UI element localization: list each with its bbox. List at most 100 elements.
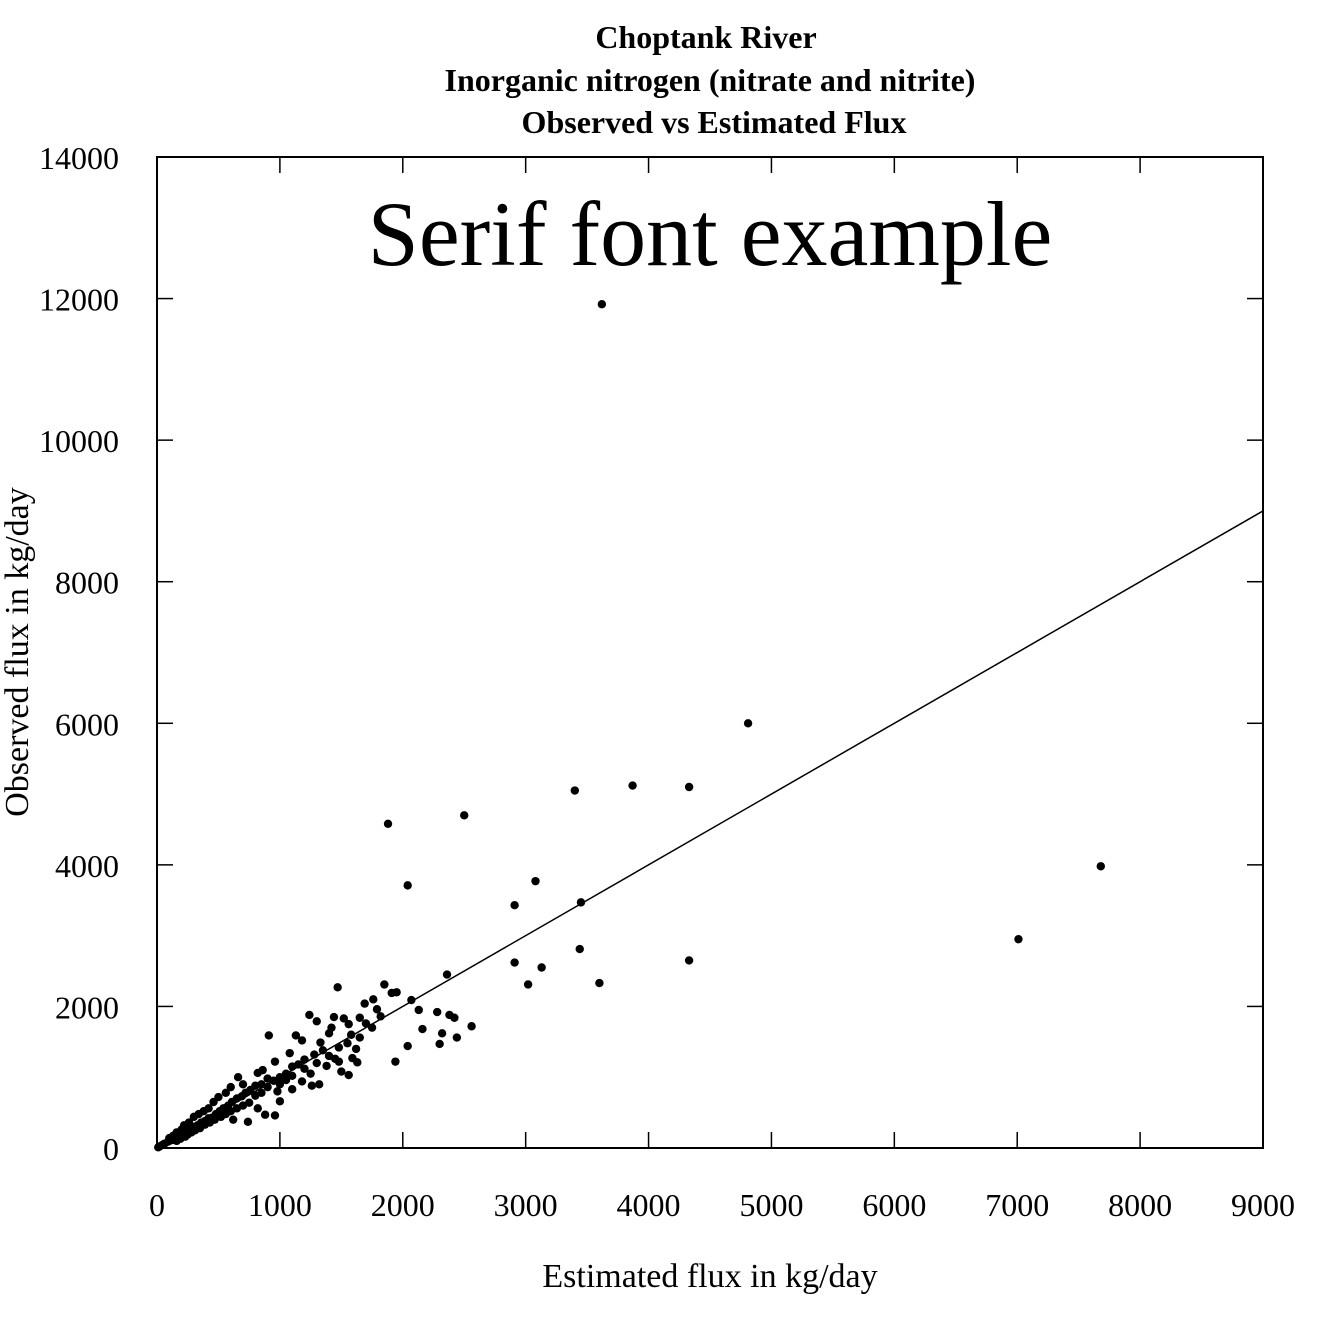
data-point (305, 1010, 314, 1020)
data-point (287, 1062, 297, 1071)
data-point (287, 1085, 297, 1094)
data-point (743, 719, 753, 728)
data-point (403, 881, 412, 890)
data-point (343, 1039, 352, 1048)
data-point (273, 1087, 282, 1096)
data-point (243, 1117, 253, 1127)
data-point (576, 898, 586, 907)
data-point (435, 1039, 444, 1049)
data-point (172, 1136, 181, 1146)
data-point (334, 1043, 344, 1052)
data-point (228, 1115, 238, 1124)
data-point (270, 1111, 280, 1120)
data-point (330, 1054, 340, 1064)
data-point (595, 978, 604, 988)
data-point (442, 970, 452, 979)
title-line-2: Inorganic nitrogen (nitrate and nitrite) (445, 62, 976, 98)
data-point (510, 958, 519, 967)
data-point (329, 1012, 339, 1022)
data-point (263, 1082, 272, 1092)
data-point (1014, 934, 1023, 944)
data-point (327, 1023, 336, 1032)
data-point (380, 980, 389, 989)
data-point (310, 1050, 319, 1059)
data-point (432, 1007, 442, 1017)
data-point (291, 1031, 301, 1040)
data-point (315, 1080, 324, 1089)
data-point (285, 1048, 294, 1058)
data-point (154, 1143, 163, 1152)
data-point (575, 944, 584, 954)
x-tick-label: 0 (149, 1187, 165, 1223)
data-point (339, 1014, 348, 1023)
x-tick-label: 9000 (1231, 1187, 1295, 1223)
data-point (281, 1075, 291, 1085)
x-tick-label: 2000 (371, 1187, 435, 1223)
data-point (414, 1005, 423, 1015)
data-point (297, 1077, 307, 1086)
data-point (275, 1080, 285, 1089)
title-line-1: Choptank River (595, 19, 816, 55)
data-point (1096, 862, 1105, 871)
data-point (460, 811, 469, 820)
data-point (312, 1017, 321, 1026)
data-point (348, 1053, 357, 1063)
data-point (344, 1019, 353, 1029)
data-point (300, 1055, 309, 1064)
data-point (537, 963, 546, 972)
title-line-3: Observed vs Estimated Flux (522, 104, 907, 140)
data-point (263, 1074, 272, 1083)
data-point (337, 1067, 346, 1076)
data-point (403, 1041, 412, 1051)
data-points (154, 300, 1105, 1152)
data-point (275, 1097, 285, 1106)
data-point (351, 1044, 361, 1054)
y-tick-labels: 0 2000 4000 6000 8000 10000 12000 14000 (39, 140, 119, 1167)
data-point (209, 1097, 218, 1107)
y-tick-label: 2000 (55, 989, 119, 1025)
y-tick-label: 14000 (39, 140, 119, 176)
data-point (510, 901, 519, 910)
x-tick-label: 8000 (1108, 1187, 1172, 1223)
data-point (300, 1064, 309, 1073)
x-tick-label: 6000 (862, 1187, 926, 1223)
data-point (316, 1038, 325, 1047)
data-point (270, 1057, 280, 1066)
data-point (407, 995, 416, 1005)
data-point (260, 1110, 270, 1119)
data-point (264, 1031, 274, 1040)
y-tick-label: 8000 (55, 565, 119, 601)
data-point (418, 1024, 427, 1034)
data-point (628, 781, 637, 790)
data-point (287, 1071, 297, 1080)
data-point (684, 782, 694, 792)
data-point (570, 786, 580, 795)
data-point (344, 1070, 353, 1080)
y-tick-label: 10000 (39, 423, 119, 459)
data-point (355, 1033, 364, 1042)
data-point (367, 1023, 377, 1032)
x-tick-label: 1000 (248, 1187, 312, 1223)
data-point (391, 1057, 400, 1066)
data-point (355, 1013, 364, 1022)
data-point (523, 980, 533, 989)
x-tick-label: 5000 (739, 1187, 803, 1223)
y-tick-label: 12000 (39, 282, 119, 318)
data-point (597, 300, 607, 309)
data-point (346, 1030, 356, 1039)
y-tick-label: 0 (103, 1131, 119, 1167)
data-point (253, 1068, 262, 1078)
data-point (333, 983, 342, 992)
data-point (297, 1036, 307, 1045)
data-point (452, 1033, 462, 1042)
data-point (369, 995, 378, 1004)
data-point (226, 1082, 235, 1092)
data-point (233, 1073, 243, 1082)
data-point (531, 876, 540, 886)
data-point (383, 819, 393, 829)
reference-line (156, 510, 1264, 1149)
data-point (445, 1010, 454, 1020)
data-point (318, 1046, 328, 1055)
data-point (437, 1029, 447, 1038)
data-point (189, 1112, 199, 1122)
